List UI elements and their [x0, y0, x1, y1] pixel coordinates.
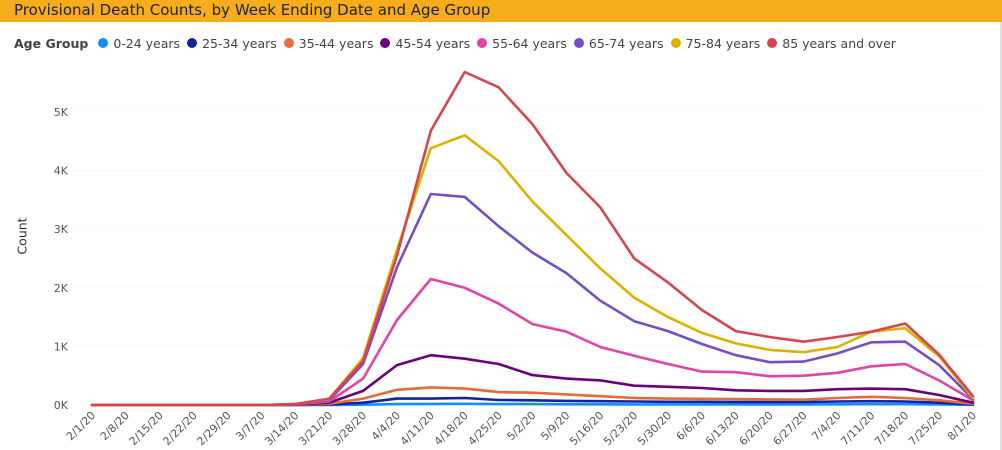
x-tick-label: 5/2/20 — [504, 409, 538, 443]
legend-item[interactable]: 0-24 years — [98, 36, 180, 51]
x-tick-label: 7/11/20 — [838, 409, 877, 448]
x-tick-label: 5/30/20 — [635, 409, 674, 448]
chart-title: Provisional Death Counts, by Week Ending… — [14, 1, 491, 19]
legend-title: Age Group — [14, 35, 89, 51]
legend-item[interactable]: 75-84 years — [670, 35, 761, 51]
x-tick-label: 4/18/20 — [432, 409, 471, 448]
x-tick-label: 2/15/20 — [127, 409, 166, 448]
legend-item[interactable]: 65-74 years — [573, 35, 664, 51]
legend-item[interactable]: 45-54 years — [380, 36, 470, 51]
legend-marker — [283, 38, 294, 48]
x-tick-label: 2/1/20 — [64, 409, 98, 443]
legend: Age Group 0-24 years 25-34 years 35-44 yea… — [14, 34, 903, 52]
x-tick-label: 4/25/20 — [466, 409, 505, 448]
legend-items: 0-24 years 25-34 years 35-44 years 45-54 ye… — [98, 36, 903, 51]
title-bar: Provisional Death Counts, by Week Ending… — [0, 0, 1002, 22]
x-tick-label: 7/18/20 — [872, 409, 911, 448]
legend-label: 25-34 years — [202, 35, 277, 51]
x-tick-label: 6/13/20 — [703, 409, 742, 448]
legend-item[interactable]: 35-44 years — [283, 35, 374, 51]
legend-marker — [187, 38, 198, 48]
x-tick-label: 6/20/20 — [737, 409, 776, 448]
legend-marker — [670, 38, 681, 48]
x-tick-label: 2/29/20 — [194, 409, 233, 448]
x-tick-label: 5/16/20 — [567, 409, 606, 448]
legend-marker — [477, 38, 488, 48]
legend-item[interactable]: 25-34 years — [187, 36, 277, 51]
legend-item[interactable]: 85 years and over — [767, 36, 896, 51]
x-tick-label: 7/25/20 — [906, 409, 945, 448]
right-border — [1000, 22, 1002, 450]
series-line[interactable] — [90, 277, 975, 407]
x-tick-label: 8/1/20 — [945, 409, 979, 443]
legend-label: 45-54 years — [395, 35, 471, 51]
y-tick-label: 4K — [54, 165, 69, 178]
x-tick-label: 3/21/20 — [296, 409, 335, 448]
x-tick-label: 3/28/20 — [330, 409, 369, 448]
x-tick-label: 6/27/20 — [771, 409, 810, 448]
y-tick-label: 2K — [54, 282, 69, 295]
y-tick-label: 0K — [54, 399, 69, 412]
series-line[interactable] — [90, 70, 975, 407]
legend-marker — [380, 38, 391, 48]
x-tick-label: 4/11/20 — [398, 409, 437, 448]
legend-marker — [98, 38, 109, 48]
legend-label: 85 years and over — [782, 35, 896, 51]
legend-item[interactable]: 55-64 years — [477, 36, 567, 51]
legend-marker — [767, 38, 778, 48]
legend-label: 55-64 years — [492, 35, 567, 51]
x-tick-label: 3/14/20 — [262, 409, 301, 448]
y-tick-label: 5K — [54, 106, 69, 119]
x-tick-label: 5/23/20 — [601, 409, 640, 448]
legend-marker — [573, 38, 584, 48]
y-tick-label: 3K — [54, 223, 69, 236]
series-line[interactable] — [90, 134, 975, 407]
legend-label: 35-44 years — [298, 35, 374, 51]
legend-label: 0-24 years — [113, 35, 181, 51]
legend-label: 65-74 years — [588, 35, 664, 51]
legend-label: 75-84 years — [685, 35, 761, 51]
x-tick-label: 2/22/20 — [161, 409, 200, 448]
y-tick-label: 1K — [54, 340, 69, 353]
